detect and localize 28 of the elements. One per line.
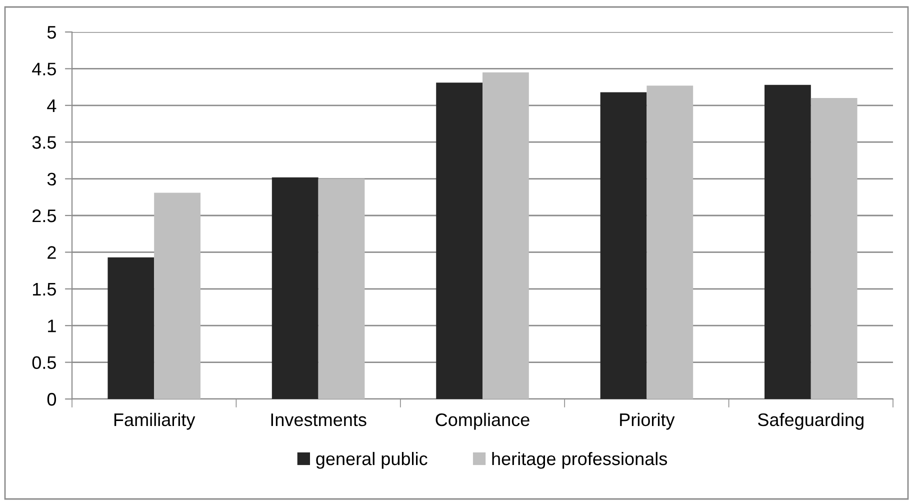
bar bbox=[272, 177, 318, 399]
legend-label: general public bbox=[316, 452, 428, 469]
x-tick-label: Compliance bbox=[436, 412, 530, 430]
x-tick-label: Safeguarding bbox=[758, 412, 864, 430]
x-tick-label: Familiarity bbox=[114, 412, 196, 430]
x-tick-label: Investments bbox=[271, 414, 366, 426]
bar bbox=[600, 92, 647, 399]
y-tick-label: 3.5 bbox=[32, 136, 56, 149]
y-tick-label: 1.5 bbox=[33, 283, 56, 296]
y-tick-label: 0.5 bbox=[32, 356, 56, 370]
y-tick-label: 2.5 bbox=[32, 209, 56, 222]
bar bbox=[108, 257, 154, 399]
y-tick-label: 0 bbox=[47, 392, 56, 406]
bar bbox=[482, 72, 529, 399]
bar bbox=[436, 82, 482, 399]
y-tick-label: 4 bbox=[47, 100, 56, 112]
y-tick-label: 5 bbox=[47, 26, 56, 39]
y-tick-label: 3 bbox=[47, 172, 56, 186]
bar bbox=[646, 86, 694, 399]
bar bbox=[154, 192, 200, 399]
y-tick-label: 4.5 bbox=[32, 62, 56, 76]
bar bbox=[764, 84, 811, 399]
x-tick-label: Priority bbox=[620, 412, 675, 430]
bar bbox=[810, 98, 858, 399]
bar bbox=[318, 178, 365, 399]
y-tick-label: 1 bbox=[48, 320, 56, 332]
y-tick-label: 2 bbox=[48, 246, 56, 259]
legend-label: heritage professionals bbox=[492, 452, 668, 469]
